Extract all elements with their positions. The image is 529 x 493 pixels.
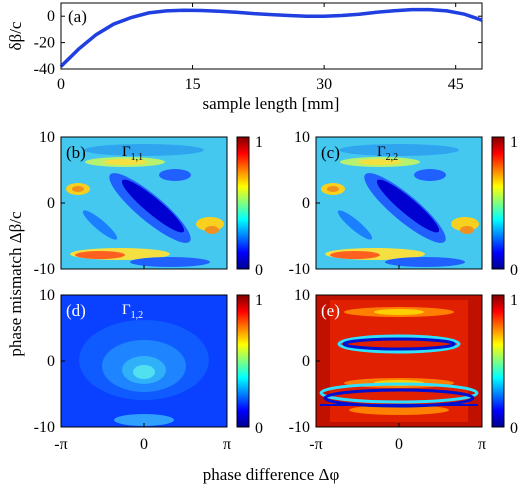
panel-b-colorbar — [236, 136, 250, 270]
panel-a-ytick-label: -40 — [34, 61, 55, 78]
panel-e-ticks: 10 0 -10-π 0 π — [289, 287, 486, 453]
panel-a-ytick-label: -20 — [34, 35, 55, 52]
panel-d-heatmap — [79, 320, 209, 426]
panel-e-ytick-label: 0 — [302, 353, 310, 370]
panel-c-ytick-label: 0 — [302, 195, 310, 212]
panel-d-colorbar — [236, 294, 250, 428]
panel-a-xlabel: sample length [mm] — [203, 94, 340, 113]
panel-a-ticks: 0 15 30 45 0 -20 -40 — [34, 3, 482, 93]
panel-d-ytick-label: 10 — [39, 287, 55, 304]
panel-d-xtick-label: π — [223, 436, 231, 453]
panel-c-ytick-label: 10 — [294, 129, 310, 146]
panel-e-colorbar-min: 0 — [510, 420, 518, 437]
shared-ylabel: phase mismatch Δβ/c — [6, 211, 25, 357]
panel-a: 0 15 30 45 0 -20 -40 (a) δβ/c sample length [m… — [6, 2, 483, 113]
panel-b-colorbar-max: 1 — [255, 134, 263, 151]
panel-c: 10 0 -10 (c) Γ2,2 1 0 — [289, 129, 518, 279]
panel-b-gamma: Γ1,1 — [122, 144, 143, 163]
panel-d-gamma: Γ1,2 — [122, 302, 143, 321]
panel-e-xtick-label: 0 — [395, 436, 403, 453]
panel-c-ytick-label: -10 — [289, 261, 310, 278]
panel-b: 10 0 -10 (b) Γ1,1 1 0 — [34, 129, 263, 279]
panel-a-xtick-label: 30 — [316, 76, 332, 93]
panel-b-label: (b) — [66, 143, 86, 162]
panel-b-colorbar-min: 0 — [255, 262, 263, 279]
panel-b-gamma-subscript: 1,1 — [131, 152, 144, 163]
panel-b-ticks: 10 0 -10 — [34, 129, 228, 278]
panel-c-label: (c) — [321, 143, 340, 162]
panel-b-heatmap — [66, 144, 224, 267]
panel-e-heatmap — [319, 300, 479, 422]
panel-e-label: (e) — [321, 301, 340, 320]
panel-c-colorbar — [491, 136, 505, 270]
panel-e-ytick-label: 10 — [294, 287, 310, 304]
panel-c-ticks: 10 0 -10 — [289, 129, 483, 278]
panel-d-ticks: 10 0 -10-π 0 π — [34, 287, 231, 453]
panel-d-xtick-label: -π — [54, 436, 67, 453]
panel-c-colorbar-max: 1 — [510, 134, 518, 151]
panel-c-gamma-symbol: Γ — [377, 144, 386, 160]
panel-c-heatmap — [321, 144, 479, 267]
panel-e-colorbar-max: 1 — [510, 292, 518, 309]
panel-a-label: (a) — [68, 7, 87, 26]
shared-xlabel: phase difference Δφ — [203, 465, 340, 484]
panel-d-xtick-label: 0 — [140, 436, 148, 453]
panel-d-ytick-label: 0 — [47, 353, 55, 370]
panel-b-ytick-label: -10 — [34, 261, 55, 278]
panel-a-xtick-label: 0 — [57, 76, 65, 93]
panel-e-colorbar — [491, 294, 505, 428]
panel-a-ylabel: δβ/c — [6, 21, 25, 50]
panel-c-gamma-subscript: 2,2 — [386, 152, 399, 163]
panel-b-ytick-label: 10 — [39, 129, 55, 146]
panel-d-gamma-symbol: Γ — [122, 302, 131, 318]
panel-b-gamma-symbol: Γ — [122, 144, 131, 160]
panel-a-xtick-label: 15 — [185, 76, 201, 93]
panel-e-xtick-label: π — [478, 436, 486, 453]
panel-b-ytick-label: 0 — [47, 195, 55, 212]
panel-e: 10 0 -10-π 0 π (e) 1 0 — [289, 287, 518, 453]
panel-d-colorbar-min: 0 — [255, 420, 263, 437]
panel-a-ytick-label: 0 — [47, 8, 55, 25]
panel-c-gamma: Γ2,2 — [377, 144, 398, 163]
panel-d-gamma-subscript: 1,2 — [131, 310, 144, 321]
panel-a-data-line — [59, 7, 483, 68]
panel-d-ytick-label: -10 — [34, 419, 55, 436]
panel-e-ytick-label: -10 — [289, 419, 310, 436]
panel-e-xtick-label: -π — [309, 436, 322, 453]
panel-d-colorbar-max: 1 — [255, 292, 263, 309]
panel-a-xtick-label: 45 — [448, 76, 464, 93]
panel-d-label: (d) — [66, 301, 86, 320]
panel-c-colorbar-min: 0 — [510, 262, 518, 279]
panel-d: 10 0 -10-π 0 π (d) Γ1,2 1 0 — [34, 287, 263, 453]
